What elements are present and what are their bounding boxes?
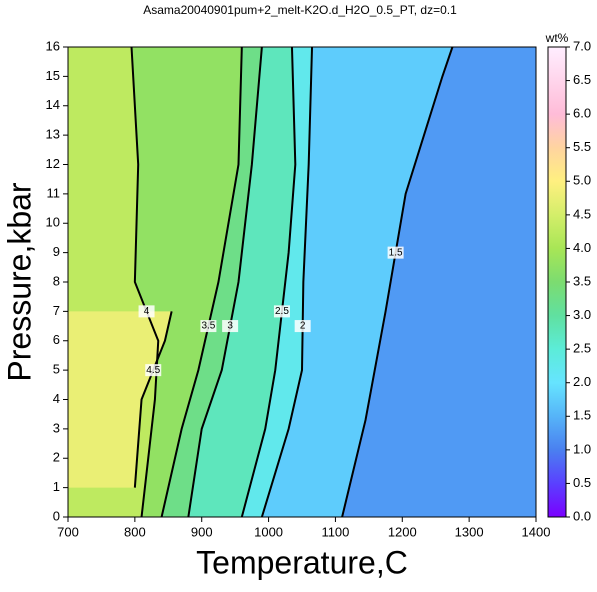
y-tick-label: 0	[53, 508, 60, 523]
y-tick-label: 15	[46, 68, 60, 83]
colorbar-tick-label: 3.0	[573, 307, 591, 322]
colorbar-tick-label: 5.0	[573, 173, 591, 188]
y-tick-label: 10	[46, 215, 60, 230]
x-tick-label: 1400	[522, 524, 551, 539]
colorbar-tick-label: 6.5	[573, 72, 591, 87]
x-tick-label: 800	[124, 524, 146, 539]
x-tick-label: 1300	[455, 524, 484, 539]
colorbar-tick-label: 0.5	[573, 475, 591, 490]
contour-label: 4	[144, 306, 150, 317]
y-tick-label: 7	[53, 303, 60, 318]
colorbar-tick-label: 4.0	[573, 240, 591, 255]
y-tick-label: 3	[53, 420, 60, 435]
field: 1.5 2 2.5 3 3.5 4 4.5	[68, 47, 536, 517]
contour-label-bg	[138, 305, 155, 318]
colorbar	[547, 46, 567, 518]
colorbar-tick-label: 6.0	[573, 106, 591, 121]
x-axis-label: Temperature,C	[196, 544, 408, 580]
contour-label-bg	[145, 364, 162, 377]
contour-label: 4.5	[146, 365, 160, 376]
contour-label-bg	[273, 305, 290, 318]
colorbar-tick-label: 2.0	[573, 374, 591, 389]
x-tick-label: 1100	[321, 524, 349, 539]
contour-label-bg	[222, 320, 239, 333]
x-tick-label: 1200	[388, 524, 417, 539]
colorbar-tick-label: 4.5	[573, 206, 591, 221]
colorbar-tick-label: 3.5	[573, 273, 591, 288]
colorbar-tick-label: 5.5	[573, 139, 591, 154]
contour-label: 3	[227, 321, 233, 332]
contour-label-bg	[200, 320, 217, 333]
y-tick-label: 2	[53, 450, 60, 465]
contour-label: 3.5	[201, 321, 215, 332]
y-tick-label: 1	[53, 479, 60, 494]
contour-fill	[68, 311, 172, 488]
colorbar-label: wt%	[545, 31, 569, 45]
contour-label-bg	[294, 320, 311, 333]
colorbar-tick-label: 1.5	[573, 408, 591, 423]
contour-label-bg	[387, 246, 404, 259]
colorbar-tick-label: 7.0	[573, 38, 591, 53]
y-tick-label: 16	[46, 38, 60, 53]
y-tick-label: 4	[53, 391, 60, 406]
contour-label: 1.5	[389, 247, 403, 258]
y-tick-label: 14	[46, 97, 60, 112]
y-axis-label: Pressure,kbar	[1, 182, 37, 382]
y-tick-label: 13	[46, 127, 60, 142]
contour-label: 2	[300, 321, 306, 332]
colorbar-tick-label: 0.0	[573, 508, 591, 523]
y-tick-label: 9	[53, 244, 60, 259]
contour-label: 2.5	[275, 306, 289, 317]
y-tick-label: 11	[47, 185, 61, 200]
chart-title: Asama20040901pum+2_melt-K2O.d_H2O_0.5_PT…	[143, 3, 457, 17]
colorbar-tick-label: 1.0	[573, 441, 591, 456]
colorbar-tick-label: 2.5	[573, 341, 591, 356]
y-tick-label: 6	[53, 332, 60, 347]
y-tick-label: 12	[46, 156, 60, 171]
y-tick-label: 5	[53, 362, 60, 377]
x-tick-label: 700	[57, 524, 79, 539]
x-tick-label: 900	[191, 524, 213, 539]
y-tick-label: 8	[53, 273, 60, 288]
x-tick-label: 1000	[254, 524, 283, 539]
